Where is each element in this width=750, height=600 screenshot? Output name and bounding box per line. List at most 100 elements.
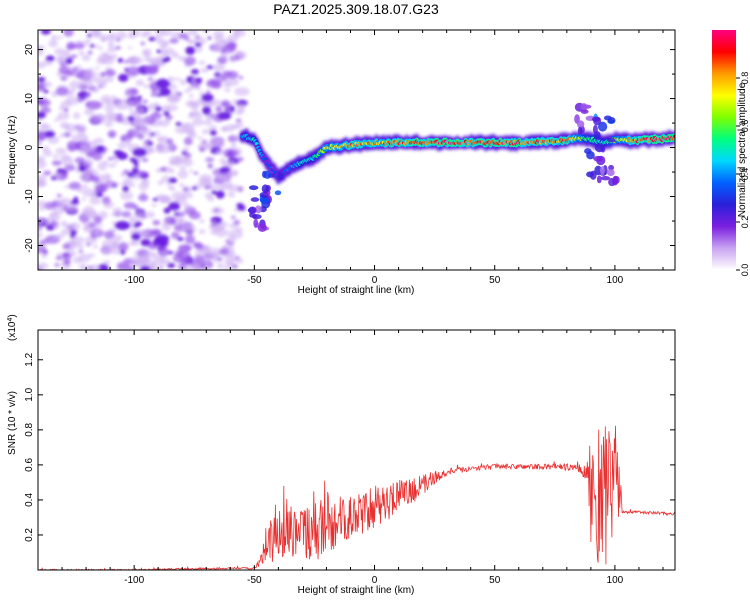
snr-axes: -100 -50 0 50 100 0.2 0.4 0.6 0.8 1.0 1.2: [24, 330, 675, 586]
spectrogram-noise-speck: [230, 256, 238, 262]
spectrogram-noise-speck: [63, 49, 71, 56]
spectrogram-noise-speck: [93, 215, 103, 225]
spectrogram-blob: [594, 143, 605, 153]
spectrogram-noise-speck: [38, 227, 43, 231]
spectrogram-noise-speck: [194, 42, 202, 47]
spectrogram-blob: [254, 205, 262, 214]
spectrogram-noise-speck: [133, 117, 147, 127]
spectrogram-noise-speck: [79, 83, 86, 87]
spectrogram-noise-speck: [51, 160, 62, 166]
spectrogram-blob: [248, 185, 259, 191]
spectrogram-noise-speck: [156, 135, 165, 144]
snr-y-tick-label: 0.2: [24, 528, 35, 542]
spectrogram-noise-speck: [194, 250, 206, 258]
spectrogram-noise-speck: [76, 187, 84, 193]
spectrogram-noise-speck: [114, 159, 119, 164]
spectrogram-noise-speck: [48, 213, 61, 221]
spectrogram-noise-speck: [56, 193, 62, 198]
spectrogram-noise-speck: [217, 111, 232, 120]
spectrogram-noise-speck: [211, 80, 222, 89]
spectrogram-noise-speck: [168, 177, 178, 184]
spectrogram-y-tick-label: -20: [24, 238, 35, 253]
spectrogram-noise-speck: [90, 235, 97, 239]
spectrogram-noise-speck: [52, 172, 62, 178]
spectrogram-noise-speck: [133, 211, 148, 221]
spectrogram-blob: [248, 206, 257, 215]
spectrogram-noise-speck: [56, 117, 62, 121]
spectrogram-noise-speck: [154, 30, 166, 37]
spectrogram-noise-speck: [188, 211, 201, 220]
spectrogram-blob: [580, 103, 588, 111]
spectrogram-noise-speck: [87, 33, 92, 38]
spectrogram-blobs: [247, 102, 620, 232]
spectrogram-noise-speck: [101, 247, 113, 256]
spectrogram-noise-speck: [206, 65, 214, 70]
spectrogram-noise-speck: [216, 257, 223, 262]
spectrogram-x-tick-label: 0: [372, 275, 378, 286]
spectrogram-noise-speck: [99, 224, 103, 228]
spectrogram-noise-speck: [167, 262, 176, 268]
spectrogram-noise-speck: [38, 141, 42, 146]
spectrogram-noise-speck: [175, 122, 182, 127]
colorbar-tick-label: 0.8: [740, 72, 750, 85]
snr-y-tick-label: 1.0: [24, 387, 35, 401]
colorbar-ticks: 0.0 0.2 0.4 0.6 0.8: [736, 72, 750, 277]
spectrogram-noise-speck: [73, 112, 81, 120]
spectrogram-noise-speck: [200, 68, 209, 73]
spectrogram-noise-speck: [123, 100, 134, 108]
spectrogram-noise-speck: [228, 223, 239, 229]
spectrogram-noise-speck: [152, 197, 159, 202]
spectrogram-noise-speck: [81, 197, 86, 202]
snr-y-tick-label: 0.8: [24, 422, 35, 436]
spectrogram-noise-speck: [169, 168, 175, 174]
spectrogram-noise-speck: [75, 123, 87, 133]
spectrogram-noise-speck: [188, 94, 194, 98]
spectrogram-noise-speck: [120, 250, 126, 255]
spectrogram-blob: [253, 218, 259, 228]
spectrogram-noise-speck: [118, 242, 129, 252]
spectrogram-x-tick-label: 50: [489, 275, 501, 286]
figure-title: PAZ1.2025.309.18.07.G23: [273, 1, 439, 17]
spectrogram-noise-speck: [78, 51, 85, 56]
spectrogram-frame: [37, 29, 676, 271]
spectrogram-noise-speck: [155, 106, 162, 112]
spectrogram-noise-speck: [104, 230, 115, 240]
spectrogram-noise-speck: [193, 255, 206, 263]
spectrogram-noise-speck: [125, 66, 142, 76]
spectrogram-noise-speck: [66, 88, 76, 94]
spectrogram-blob: [592, 124, 598, 135]
spectrogram-noise-speck: [235, 110, 243, 116]
spectrogram-noise-speck: [63, 107, 68, 111]
spectrogram-noise-speck: [237, 204, 246, 211]
spectrogram-noise-speck: [109, 243, 118, 250]
spectrogram-noise-speck: [108, 162, 116, 168]
spectrogram-noise-speck: [38, 200, 47, 208]
spectrogram-noise-speck: [42, 150, 53, 157]
spectrogram-noise-speck: [209, 129, 217, 136]
spectrogram-noise-speck: [137, 95, 142, 100]
spectrogram-noise-speck: [167, 184, 174, 190]
snr-panel: -100 -50 0 50 100 0.2 0.4 0.6 0.8 1.0 1.2 Height o…: [7, 314, 676, 596]
spectrogram-noise-speck: [128, 107, 133, 112]
spectrogram-blob: [250, 197, 260, 202]
spectrogram-noise-speck: [168, 201, 181, 211]
spectrogram-noise-speck: [82, 159, 94, 169]
spectrogram-noise-speck: [182, 147, 190, 153]
spectrogram-noise-speck: [181, 223, 196, 234]
spectrogram-noise-speck: [218, 221, 228, 228]
spectrogram-noise-speck: [52, 154, 60, 159]
spectrogram-noise-speck: [132, 125, 145, 135]
colorbar-tick-label: 0.0: [740, 264, 750, 277]
spectrogram-noise-speck: [202, 30, 210, 34]
spectrogram-noise-speck: [55, 147, 67, 155]
spectrogram-noise-speck: [48, 40, 59, 48]
spectrogram-noise-speck: [209, 184, 218, 190]
spectrogram-noise-speck: [60, 220, 68, 227]
spectrogram-noise-speck: [189, 40, 195, 44]
snr-y-multiplier: (x104): [7, 314, 19, 341]
spectrogram-noise-speck: [129, 157, 137, 162]
spectrogram-noise-speck: [93, 137, 104, 145]
spectrogram-noise-speck: [157, 179, 164, 186]
spectrogram-noise-speck: [144, 65, 159, 74]
